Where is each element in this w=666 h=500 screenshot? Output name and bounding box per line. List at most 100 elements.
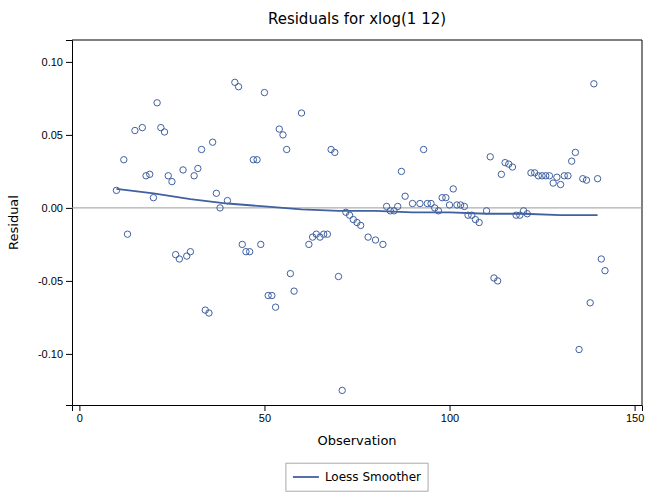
point xyxy=(235,84,241,90)
point xyxy=(568,158,574,164)
point xyxy=(580,176,586,182)
tick: 0.05 xyxy=(42,129,72,141)
point xyxy=(509,164,515,170)
point xyxy=(554,174,560,180)
point xyxy=(335,273,341,279)
tick: 0.10 xyxy=(42,56,72,68)
y-axis-label: Residual xyxy=(6,195,21,250)
point xyxy=(191,173,197,179)
points xyxy=(113,79,608,393)
tick: 100 xyxy=(441,405,459,424)
point xyxy=(291,288,297,294)
point xyxy=(457,202,463,208)
point xyxy=(358,222,364,228)
point xyxy=(280,132,286,138)
tick-mark xyxy=(264,405,265,411)
point xyxy=(332,149,338,155)
point xyxy=(543,173,549,179)
point xyxy=(269,292,275,298)
point xyxy=(591,81,597,87)
point xyxy=(494,278,500,284)
point xyxy=(446,202,452,208)
point xyxy=(420,146,426,152)
point xyxy=(243,249,249,255)
point xyxy=(139,124,145,130)
point xyxy=(320,231,326,237)
point xyxy=(395,203,401,209)
axis-line xyxy=(73,406,643,412)
point xyxy=(576,346,582,352)
point xyxy=(258,241,264,247)
point xyxy=(339,387,345,393)
point xyxy=(283,146,289,152)
point xyxy=(594,176,600,182)
legend: Loess Smoother xyxy=(286,463,428,491)
point xyxy=(398,168,404,174)
point xyxy=(265,292,271,298)
point xyxy=(572,149,578,155)
point xyxy=(539,173,545,179)
title: Residuals for xlog(1 12) xyxy=(268,10,446,28)
legend-box xyxy=(286,463,428,491)
point xyxy=(402,193,408,199)
point xyxy=(176,256,182,262)
point xyxy=(535,173,541,179)
frame xyxy=(642,40,643,405)
tick-mark xyxy=(79,405,80,411)
point xyxy=(587,300,593,306)
point xyxy=(502,159,508,165)
point xyxy=(132,127,138,133)
point xyxy=(498,171,504,177)
point xyxy=(124,231,130,237)
point xyxy=(165,173,171,179)
point xyxy=(187,249,193,255)
point xyxy=(372,237,378,243)
tick-label: -0.05 xyxy=(38,275,63,287)
point xyxy=(287,270,293,276)
point xyxy=(598,256,604,262)
point xyxy=(143,173,149,179)
line xyxy=(116,189,597,215)
tick-mark xyxy=(66,135,72,136)
tick-label: 0.00 xyxy=(42,202,63,214)
x-axis: 0 50 100 150 xyxy=(73,405,645,424)
point xyxy=(246,249,252,255)
tick: 150 xyxy=(626,405,644,424)
tick-mark xyxy=(66,62,72,63)
tick-mark xyxy=(635,405,636,411)
point xyxy=(172,251,178,257)
tick-mark xyxy=(66,208,72,209)
point xyxy=(150,194,156,200)
point xyxy=(209,139,215,145)
point xyxy=(450,186,456,192)
legend-label: Loess Smoother xyxy=(325,470,421,484)
point xyxy=(206,310,212,316)
point xyxy=(557,181,563,187)
data-layer xyxy=(72,79,642,393)
tick: 0.00 xyxy=(42,202,72,214)
point xyxy=(428,200,434,206)
point xyxy=(195,165,201,171)
legend-swatch xyxy=(293,476,319,478)
point xyxy=(184,253,190,259)
tick: 0 xyxy=(77,405,83,424)
tick-label: 150 xyxy=(626,412,644,424)
point xyxy=(169,178,175,184)
point xyxy=(272,304,278,310)
point xyxy=(261,89,267,95)
tick-label: 50 xyxy=(259,412,271,424)
point xyxy=(250,157,256,163)
point xyxy=(121,157,127,163)
axis-line xyxy=(66,41,73,406)
x-axis-label: Observation xyxy=(317,433,396,448)
point xyxy=(380,241,386,247)
point xyxy=(409,200,415,206)
point xyxy=(239,241,245,247)
point xyxy=(306,241,312,247)
point xyxy=(346,212,352,218)
tick-label: 0.10 xyxy=(42,56,63,68)
legend-item: Loess Smoother xyxy=(293,470,421,484)
point xyxy=(154,100,160,106)
frame xyxy=(72,40,642,41)
tick: -0.10 xyxy=(38,348,72,360)
